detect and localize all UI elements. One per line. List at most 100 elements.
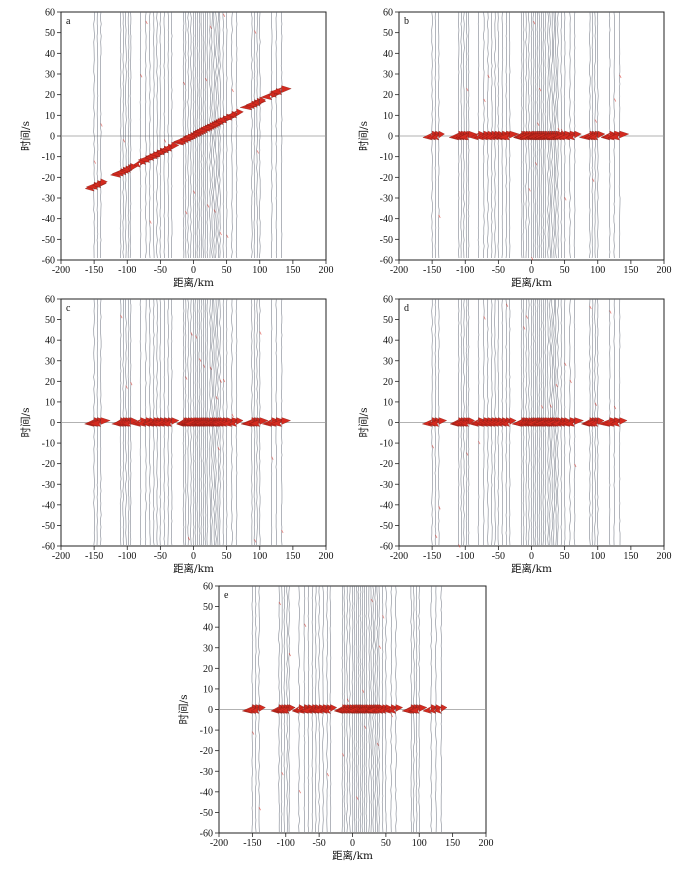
y-tick-label: 40 xyxy=(45,336,55,347)
noise-mark xyxy=(298,790,301,794)
signal-lobe xyxy=(248,419,261,427)
noise-mark xyxy=(356,796,359,800)
signal-lobe xyxy=(269,419,282,427)
y-tick-label: -50 xyxy=(200,808,213,819)
signal-lobe xyxy=(162,419,173,427)
trace xyxy=(100,11,102,259)
panel-a: -200 -150 -100 -50 0 50 100 150 200-60-50-40-30-… xyxy=(19,8,334,290)
signal-lobe xyxy=(250,706,260,714)
noise-mark xyxy=(483,316,486,320)
y-tick-label: -50 xyxy=(42,521,55,532)
y-tick-label: -40 xyxy=(380,214,393,225)
signal-lobe xyxy=(438,130,445,139)
noise-mark xyxy=(145,20,148,25)
signal-lobe xyxy=(509,130,520,139)
signal-lobe xyxy=(441,704,448,712)
y-tick-label: -30 xyxy=(42,194,55,205)
signal-lobe xyxy=(428,419,440,427)
y-tick-label: -40 xyxy=(200,787,213,798)
noise-mark xyxy=(281,772,284,776)
trace xyxy=(93,11,95,259)
signal-lobe xyxy=(377,706,387,714)
signal-lobe xyxy=(433,706,442,714)
y-tick-label: -10 xyxy=(380,152,393,163)
trace xyxy=(256,11,258,259)
y-tick-label: -30 xyxy=(42,480,55,491)
trace xyxy=(597,11,599,259)
y-tick-label: 20 xyxy=(383,90,393,101)
noise-mark xyxy=(93,160,96,164)
signal-lobe xyxy=(281,417,291,425)
x-tick-label: -100 xyxy=(456,551,474,562)
noise-mark xyxy=(364,725,367,729)
x-tick-label: 0 xyxy=(529,551,534,562)
noise-mark xyxy=(594,402,597,407)
y-tick-label: 40 xyxy=(383,336,393,347)
x-tick-label: -150 xyxy=(85,265,103,276)
signal-lobe xyxy=(134,419,147,427)
y-tick-label: 30 xyxy=(383,356,393,367)
y-tick-label: 60 xyxy=(383,295,393,306)
x-tick-label: 200 xyxy=(479,838,494,849)
noise-mark xyxy=(466,87,469,92)
noise-mark xyxy=(613,98,617,102)
noise-mark xyxy=(278,601,281,606)
x-tick-label: 100 xyxy=(412,838,427,849)
signal-lobe xyxy=(419,704,428,712)
noise-mark xyxy=(190,332,193,336)
y-tick-label: -20 xyxy=(200,746,213,757)
y-tick-label: 50 xyxy=(383,28,393,39)
x-tick-label: 200 xyxy=(657,265,672,276)
y-tick-label: 10 xyxy=(203,684,213,695)
trace xyxy=(231,11,233,259)
panel-label: e xyxy=(224,590,229,601)
x-tick-label: 0 xyxy=(191,551,196,562)
y-tick-label: -40 xyxy=(42,214,55,225)
noise-mark xyxy=(149,220,152,224)
trace xyxy=(222,11,225,259)
y-tick-label: 10 xyxy=(45,111,55,122)
x-tick-label: -100 xyxy=(277,838,295,849)
noise-mark xyxy=(213,209,216,213)
trace xyxy=(275,11,278,259)
noise-mark xyxy=(254,30,257,34)
noise-mark xyxy=(569,379,572,384)
trace xyxy=(563,11,566,259)
y-tick-label: 20 xyxy=(45,377,55,388)
x-tick-label: -50 xyxy=(312,838,325,849)
trace xyxy=(253,11,256,259)
y-tick-label: -40 xyxy=(42,500,55,511)
signal-lobe xyxy=(597,130,606,139)
noise-mark xyxy=(458,544,461,548)
trace xyxy=(170,11,173,259)
signal-lobe xyxy=(281,706,290,714)
y-tick-label: 0 xyxy=(388,132,393,143)
y-tick-label: -50 xyxy=(42,235,55,246)
trace xyxy=(200,11,203,259)
noise-mark xyxy=(256,150,259,154)
trace xyxy=(153,11,155,259)
noise-mark xyxy=(505,303,509,307)
y-tick-label: -40 xyxy=(380,500,393,511)
panel-label: d xyxy=(404,303,409,314)
x-tick-label: -150 xyxy=(423,551,441,562)
noise-mark xyxy=(226,234,229,238)
trace xyxy=(100,298,102,546)
x-tick-label: -200 xyxy=(52,265,70,276)
signal-lobe xyxy=(431,132,440,141)
noise-mark xyxy=(219,379,222,383)
signal-lobe xyxy=(236,417,244,425)
x-tick-label: -150 xyxy=(85,551,103,562)
noise-mark xyxy=(195,335,198,339)
signal-lobe xyxy=(171,417,180,425)
signal-lobe xyxy=(428,706,437,714)
panel-c: -200 -150 -100 -50 0 50 100 150 200-60-50-40-30-… xyxy=(19,295,334,576)
noise-mark xyxy=(362,689,365,693)
y-tick-label: 50 xyxy=(203,602,213,613)
y-axis-label: 时间/s xyxy=(19,408,32,438)
y-tick-label: 50 xyxy=(383,315,393,326)
y-tick-label: 40 xyxy=(383,49,393,60)
signal-lobe xyxy=(468,417,475,425)
x-tick-label: 50 xyxy=(560,265,570,276)
